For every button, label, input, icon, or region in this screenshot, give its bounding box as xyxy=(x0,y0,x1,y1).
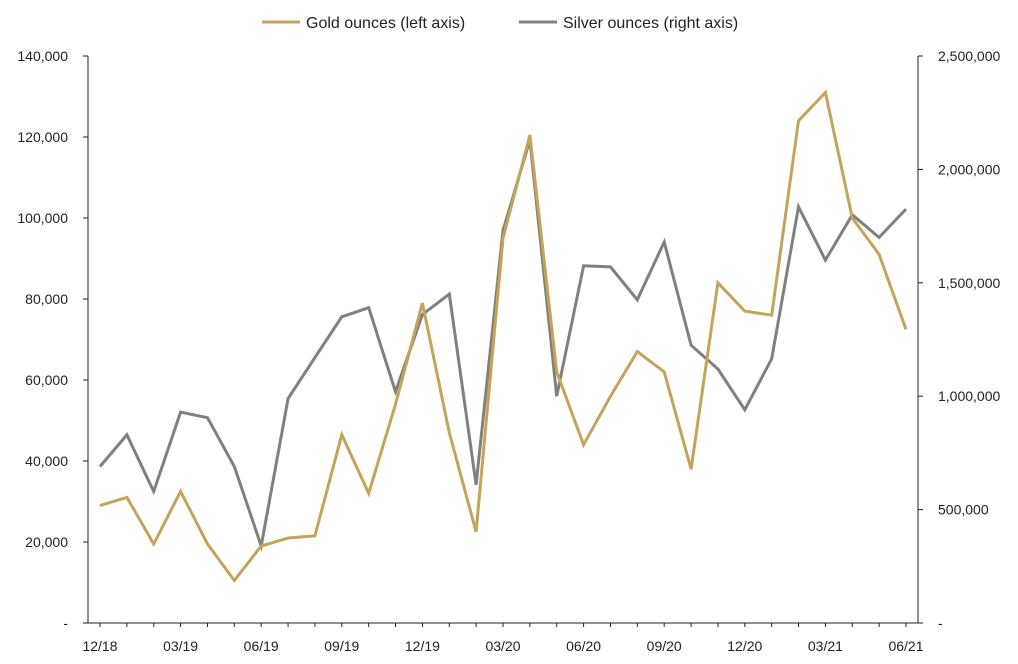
left-tick-label: 60,000 xyxy=(25,372,68,388)
x-tick-label: 12/18 xyxy=(82,638,117,654)
left-axis-ticks: - 20,000 40,000 60,000 80,000 100,000 120,000 1… xyxy=(17,48,88,631)
left-tick-label: 80,000 xyxy=(25,291,68,307)
legend: Gold ounces (left axis) Silver ounces (r… xyxy=(262,15,738,32)
x-tick-label: 12/20 xyxy=(727,638,762,654)
left-tick-label: 20,000 xyxy=(25,534,68,550)
right-axis-ticks: - 500,000 1,000,000 1,500,000 2,000,000 2,500… xyxy=(918,48,1000,631)
series-layer xyxy=(98,89,908,583)
legend-label-silver: Silver ounces (right axis) xyxy=(563,15,738,32)
x-axis-ticks: 12/18 03/19 06/19 09/19 12/19 03/20 06/20 09/20… xyxy=(82,623,924,654)
series-gold xyxy=(99,89,908,583)
series-line-gold xyxy=(99,89,908,583)
left-tick-label: - xyxy=(63,615,68,631)
left-tick-label: 100,000 xyxy=(17,210,68,226)
x-tick-label: 09/19 xyxy=(324,638,359,654)
right-tick-label: 2,000,000 xyxy=(938,161,1000,177)
x-tick-label: 03/20 xyxy=(485,638,520,654)
x-tick-label: 06/20 xyxy=(566,638,601,654)
left-tick-label: 120,000 xyxy=(17,129,68,145)
x-tick-label: 06/19 xyxy=(244,638,279,654)
left-tick-label: 40,000 xyxy=(25,453,68,469)
right-tick-label: - xyxy=(938,615,943,631)
x-tick-label: 03/21 xyxy=(808,638,843,654)
legend-label-gold: Gold ounces (left axis) xyxy=(306,15,465,32)
x-tick-label: 09/20 xyxy=(647,638,682,654)
x-tick-label: 12/19 xyxy=(405,638,440,654)
right-tick-label: 1,500,000 xyxy=(938,275,1000,291)
right-tick-label: 500,000 xyxy=(938,502,989,518)
right-tick-label: 1,000,000 xyxy=(938,388,1000,404)
x-tick-label: 06/21 xyxy=(888,638,923,654)
series-line-silver xyxy=(98,139,908,552)
right-tick-label: 2,500,000 xyxy=(938,48,1000,64)
x-tick-label: 03/19 xyxy=(163,638,198,654)
series-silver xyxy=(98,139,908,552)
left-tick-label: 140,000 xyxy=(17,48,68,64)
